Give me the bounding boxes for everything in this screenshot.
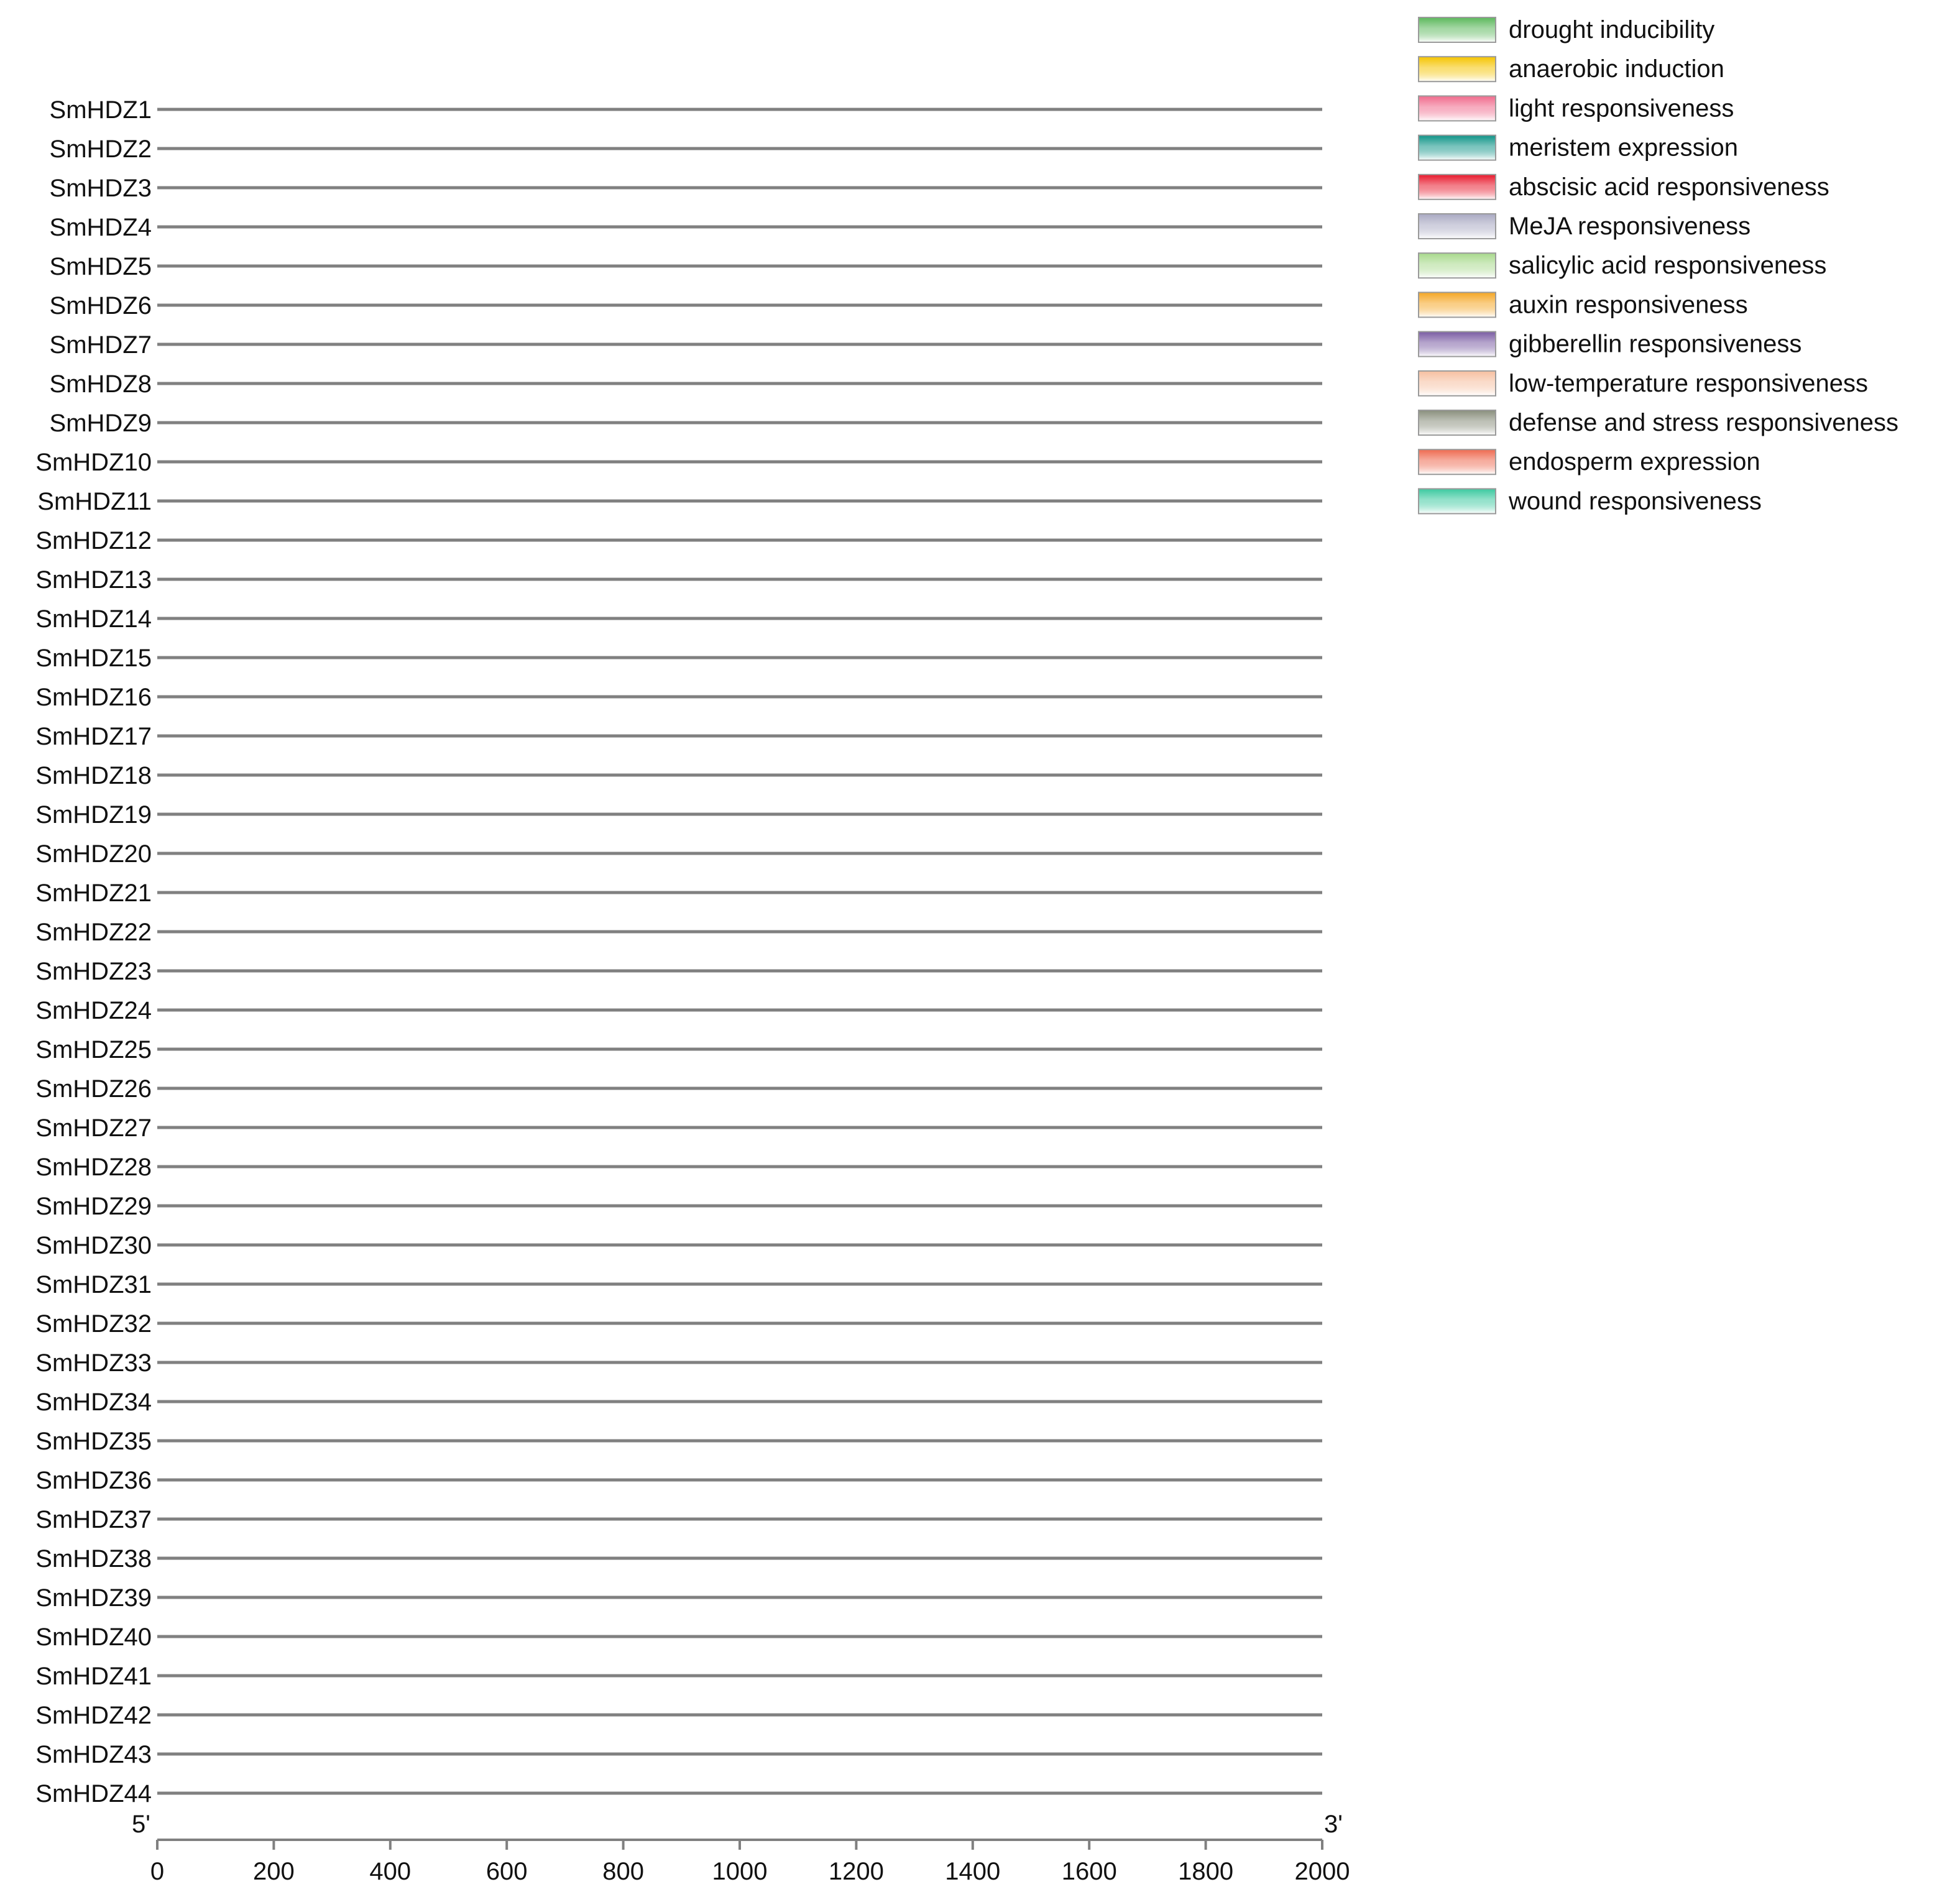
gene-label: SmHDZ30: [35, 1232, 152, 1259]
legend-swatch: [1418, 370, 1496, 397]
gene-label: SmHDZ6: [50, 292, 152, 319]
legend-label: light responsiveness: [1509, 94, 1734, 122]
gene-label: SmHDZ15: [35, 645, 152, 672]
gene-label: SmHDZ34: [35, 1389, 152, 1416]
gene-label: SmHDZ14: [35, 605, 152, 633]
gene-label: SmHDZ25: [35, 1036, 152, 1063]
three-prime-label: 3': [1324, 1811, 1343, 1838]
legend-swatch: [1418, 252, 1496, 279]
legend-label: abscisic acid responsiveness: [1509, 173, 1829, 201]
legend-label: low-temperature responsiveness: [1509, 370, 1868, 397]
x-axis-ticks: 0 200 400 600 800 1000 1200 1400 1600 1800 2000: [150, 1840, 1350, 1885]
legend-swatch: [1418, 213, 1496, 239]
gene-label: SmHDZ37: [35, 1506, 152, 1533]
x-tick-label: 1400: [945, 1858, 1000, 1885]
legend-label: gibberellin responsiveness: [1509, 331, 1801, 358]
gene-label: SmHDZ13: [35, 566, 152, 594]
gene-label: SmHDZ29: [35, 1193, 152, 1220]
gene-label: SmHDZ5: [50, 253, 152, 280]
x-axis: 5' 3' 0 200 400 600 800 1000 1200 1400 1600 1800 2…: [132, 1811, 1350, 1885]
legend-swatch: [1418, 331, 1496, 357]
gene-label: SmHDZ22: [35, 919, 152, 946]
legend-swatch: [1418, 449, 1496, 475]
x-tick-label: 200: [253, 1858, 295, 1885]
gene-label: SmHDZ18: [35, 762, 152, 789]
x-tick-label: 2000: [1295, 1858, 1350, 1885]
gene-label: SmHDZ24: [35, 997, 152, 1024]
legend-swatch: [1418, 173, 1496, 200]
legend-swatch: [1418, 292, 1496, 318]
gene-label: SmHDZ32: [35, 1310, 152, 1338]
legend-swatch: [1418, 56, 1496, 83]
legend-label: defense and stress responsiveness: [1509, 409, 1898, 436]
gene-label: SmHDZ35: [35, 1428, 152, 1455]
gene-label: SmHDZ38: [35, 1545, 152, 1573]
gene-label: SmHDZ36: [35, 1467, 152, 1494]
gene-label: SmHDZ2: [50, 135, 152, 163]
x-tick-label: 1800: [1178, 1858, 1233, 1885]
gene-label: SmHDZ1: [50, 96, 152, 124]
gene-label: SmHDZ39: [35, 1584, 152, 1612]
x-tick-label: 400: [369, 1858, 411, 1885]
gene-label: SmHDZ27: [35, 1114, 152, 1142]
x-tick-label: 1200: [829, 1858, 884, 1885]
legend: drought inducibility anaerobic induction l…: [1418, 16, 1898, 515]
gene-label: SmHDZ43: [35, 1741, 152, 1768]
gene-label: SmHDZ7: [50, 331, 152, 359]
gene-label: SmHDZ21: [35, 879, 152, 907]
gene-label: SmHDZ31: [35, 1271, 152, 1298]
gene-label: SmHDZ40: [35, 1623, 152, 1651]
five-prime-label: 5': [132, 1811, 150, 1838]
gene-label: SmHDZ20: [35, 840, 152, 868]
legend-swatch: [1418, 488, 1496, 515]
gene-label: SmHDZ12: [35, 527, 152, 554]
gene-label: SmHDZ9: [50, 410, 152, 437]
gene-label: SmHDZ26: [35, 1075, 152, 1103]
gene-label: SmHDZ23: [35, 958, 152, 985]
legend-label: drought inducibility: [1509, 16, 1714, 44]
legend-swatch: [1418, 134, 1496, 161]
legend-label: anaerobic induction: [1509, 55, 1724, 83]
gene-label: SmHDZ19: [35, 801, 152, 829]
gene-label: SmHDZ42: [35, 1702, 152, 1729]
legend-label: MeJA responsiveness: [1509, 213, 1751, 240]
gene-label: SmHDZ3: [50, 175, 152, 202]
gene-label: SmHDZ8: [50, 370, 152, 398]
x-tick-label: 800: [602, 1858, 644, 1885]
gene-rows: SmHDZ1 SmHDZ2 SmHDZ3 SmHDZ4 SmHDZ5 SmHDZ6 SmHD…: [35, 96, 1322, 1807]
gene-label: SmHDZ4: [50, 214, 152, 241]
legend-label: wound responsiveness: [1508, 487, 1762, 515]
gene-label: SmHDZ11: [37, 488, 152, 515]
x-tick-label: 0: [150, 1858, 164, 1885]
legend-label: meristem expression: [1509, 134, 1738, 162]
gene-label: SmHDZ16: [35, 684, 152, 711]
x-tick-label: 600: [486, 1858, 528, 1885]
gene-label: SmHDZ33: [35, 1349, 152, 1377]
gene-label: SmHDZ41: [35, 1663, 152, 1690]
gene-label: SmHDZ10: [35, 449, 152, 476]
x-tick-label: 1600: [1062, 1858, 1117, 1885]
legend-swatch: [1418, 17, 1496, 43]
gene-label: SmHDZ44: [35, 1780, 152, 1807]
gene-label: SmHDZ28: [35, 1154, 152, 1181]
legend-swatch: [1418, 410, 1496, 436]
legend-label: auxin responsiveness: [1509, 291, 1748, 318]
legend-label: endosperm expression: [1509, 448, 1760, 475]
x-tick-label: 1000: [712, 1858, 768, 1885]
legend-swatch: [1418, 95, 1496, 122]
gene-label: SmHDZ17: [35, 723, 152, 750]
legend-label: salicylic acid responsiveness: [1509, 252, 1826, 279]
